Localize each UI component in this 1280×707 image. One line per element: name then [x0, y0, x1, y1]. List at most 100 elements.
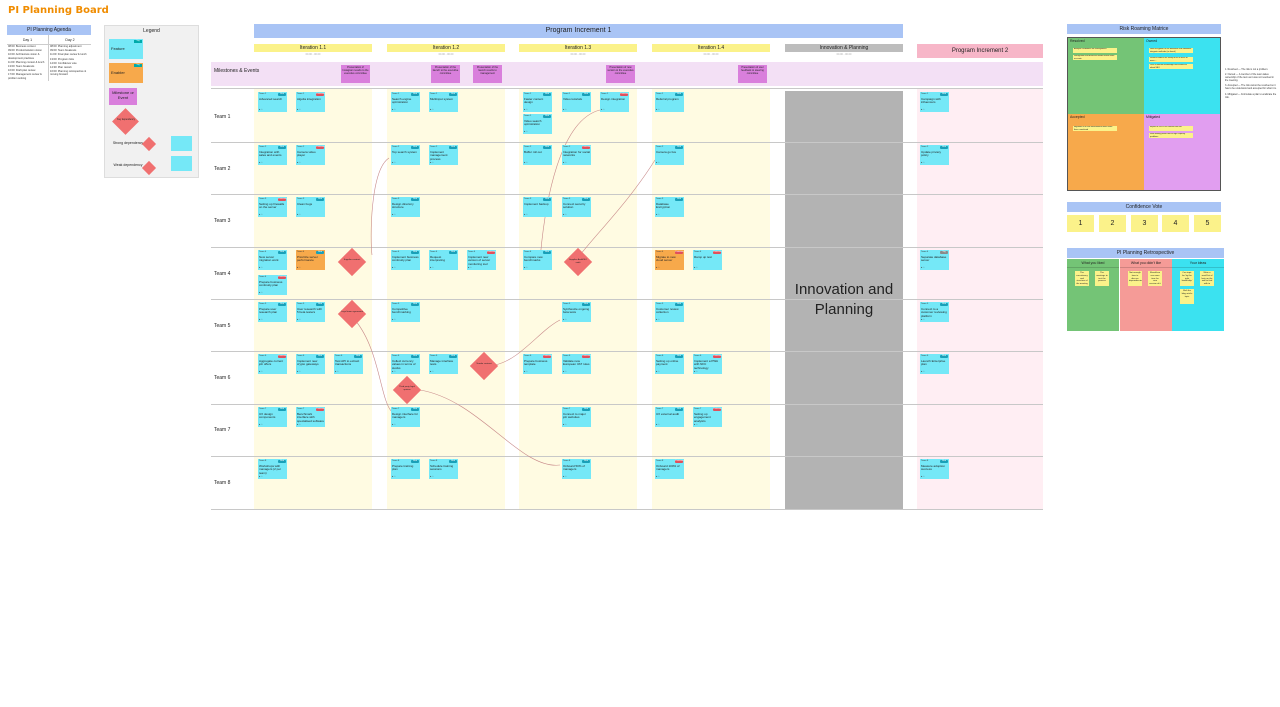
feature-card[interactable]: Team 6 Web Launch Enterprise plan ● ○	[920, 354, 949, 374]
card-info-icon[interactable]: ● ○	[259, 213, 263, 216]
feature-card[interactable]: Team 7 Web UX design components ● ○	[258, 407, 287, 427]
vote-option[interactable]: 1	[1067, 215, 1094, 232]
card-info-icon[interactable]: ● ○	[524, 213, 528, 216]
feature-card[interactable]: Team 3 Web Design directory structure ● ○	[391, 197, 420, 217]
card-info-icon[interactable]: ● ○	[259, 370, 263, 373]
milestone-card[interactable]: Presentation of the launch results to ma…	[473, 65, 502, 83]
card-info-icon[interactable]: ● ○	[297, 213, 301, 216]
card-info-icon[interactable]: ● ○	[921, 370, 925, 373]
feature-card[interactable]: Team 2 Web Update privacy policy ● ○	[920, 145, 949, 165]
card-info-icon[interactable]: ● ○	[524, 266, 528, 269]
feature-card[interactable]: Team 4 Web Request interpreting ● ○	[429, 250, 458, 270]
vote-option[interactable]: 5	[1194, 215, 1221, 232]
feature-card[interactable]: Team 8 Web Schedule training sessions ● ○	[429, 459, 458, 479]
risk-note[interactable]: Lack of internal knowledge and resources…	[1149, 64, 1193, 69]
feature-card[interactable]: Team 4 Web New server migration work ● ○	[258, 250, 287, 270]
risk-note[interactable]: Slow testing phase due to high capacity …	[1149, 133, 1193, 138]
card-info-icon[interactable]: ● ○	[297, 161, 301, 164]
feature-card[interactable]: Team 2 Web Buffer roll out ● ○	[523, 145, 552, 165]
risk-quadrant-accepted[interactable]: Accepted Migration to a new environment …	[1068, 114, 1144, 190]
card-info-icon[interactable]: ● ○	[259, 266, 263, 269]
feature-card[interactable]: Team 4 Web Compare new benchmarks ● ○	[523, 250, 552, 270]
feature-card[interactable]: Team 1 Web Video tutorials ● ○	[562, 92, 591, 112]
feature-card[interactable]: Team 1 Web Video search optimization ● ○	[523, 114, 552, 134]
sticky-note[interactable]: The meetings to test the process	[1095, 271, 1109, 286]
vote-option[interactable]: 3	[1131, 215, 1158, 232]
card-info-icon[interactable]: ● ○	[524, 161, 528, 164]
feature-card[interactable]: Team 1 Web Referral program ● ○	[655, 92, 684, 112]
feature-card[interactable]: Team 3 Customer Setting up firewalls on th…	[258, 197, 287, 217]
card-info-icon[interactable]: ● ○	[524, 130, 528, 133]
card-info-icon[interactable]: ● ○	[694, 370, 698, 373]
card-info-icon[interactable]: ● ○	[259, 318, 263, 321]
milestone-card[interactable]: Presentation of the launch to the execut…	[431, 65, 460, 83]
feature-card[interactable]: Team 5 Web Synthesize ongoing beta tests ● …	[562, 302, 591, 322]
feature-card[interactable]: Team 6 Web Setting up online payment ● ○	[655, 354, 684, 374]
risk-quadrant-owned[interactable]: Owned New encryption of the database and…	[1144, 38, 1220, 114]
risk-note[interactable]: Impact of GDPR on current tool use	[1149, 126, 1193, 131]
card-info-icon[interactable]: ● ○	[563, 370, 567, 373]
card-info-icon[interactable]: ● ○	[259, 475, 263, 478]
card-info-icon[interactable]: ● ○	[563, 475, 567, 478]
feature-card[interactable]: Team 6 Web Implement new crypto gateways ● …	[296, 354, 325, 374]
feature-card[interactable]: Team 5 Web Competitive benchmarking ● ○	[391, 302, 420, 322]
card-info-icon[interactable]: ● ○	[921, 266, 925, 269]
feature-card[interactable]: Team 2 Web Camera go live ● ○	[655, 145, 684, 165]
feature-card[interactable]: Team 1 Web Advanced search ● ○	[258, 92, 287, 112]
card-info-icon[interactable]: ● ○	[563, 161, 567, 164]
feature-card[interactable]: Team 6 Customer Aggregate current job offe…	[258, 354, 287, 374]
feature-card[interactable]: Team 2 Customer Integration for social net…	[562, 145, 591, 165]
risk-quadrant-mitigated[interactable]: Mitigated Impact of GDPR on current tool…	[1144, 114, 1220, 190]
card-info-icon[interactable]: ● ○	[259, 108, 263, 111]
feature-card[interactable]: Team 5 Web Prepare user research plan ● ○	[258, 302, 287, 322]
milestone-card[interactable]: Presentation of user feedback to steerin…	[738, 65, 767, 83]
card-info-icon[interactable]: ● ○	[694, 423, 698, 426]
feature-card[interactable]: Team 4 Customer Migrate to new cloud serve…	[655, 250, 684, 270]
card-info-icon[interactable]: ● ○	[259, 161, 263, 164]
card-info-icon[interactable]: ● ○	[430, 161, 434, 164]
feature-card[interactable]: Team 7 Customer Setting up engagement anal…	[693, 407, 722, 427]
feature-card[interactable]: Team 4 Tag Separate database server ● ○	[920, 250, 949, 270]
feature-card[interactable]: Team 6 Customer Implement a PWA with NFC t…	[693, 354, 722, 374]
sticky-note[interactable]: Shift the blog article topic	[1180, 289, 1194, 304]
legend-milestone-card[interactable]: Milestone or Event	[109, 88, 137, 105]
card-info-icon[interactable]: ● ○	[656, 213, 660, 216]
feature-card[interactable]: Team 7 Customer Benchmark interface with s…	[296, 407, 325, 427]
card-info-icon[interactable]: ● ○	[335, 370, 339, 373]
card-info-icon[interactable]: ● ○	[524, 108, 528, 111]
feature-card[interactable]: Team 5 Web Customer review collection ● ○	[655, 302, 684, 322]
feature-card[interactable]: Team 8 Customer Onboard 100% of managers ● …	[655, 459, 684, 479]
card-info-icon[interactable]: ● ○	[297, 423, 301, 426]
card-info-icon[interactable]: ● ○	[297, 318, 301, 321]
card-info-icon[interactable]: ● ○	[656, 266, 660, 269]
card-info-icon[interactable]: ● ○	[392, 108, 396, 111]
card-info-icon[interactable]: ● ○	[563, 108, 567, 111]
card-info-icon[interactable]: ● ○	[524, 370, 528, 373]
card-info-icon[interactable]: ● ○	[694, 266, 698, 269]
sticky-note[interactable]: Write a small list of bets on the wall t…	[1200, 271, 1214, 286]
feature-card[interactable]: Team 6 Web Test API to extract transaction…	[334, 354, 363, 374]
card-info-icon[interactable]: ● ○	[656, 475, 660, 478]
card-info-icon[interactable]: ● ○	[656, 318, 660, 321]
card-info-icon[interactable]: ● ○	[656, 370, 660, 373]
feature-card[interactable]: Team 4 Web Prioritize server performance ● …	[296, 250, 325, 270]
feature-card[interactable]: Team 2 Customer Camera video player ● ○	[296, 145, 325, 165]
card-info-icon[interactable]: ● ○	[392, 318, 396, 321]
card-info-icon[interactable]: ● ○	[392, 213, 396, 216]
feature-card[interactable]: Team 8 Web Prepare training plan ● ○	[391, 459, 420, 479]
feature-card[interactable]: Team 6 Web Collect currency values in term…	[391, 354, 420, 374]
feature-card[interactable]: Team 4 Customer Ramp up test ● ○	[693, 250, 722, 270]
card-info-icon[interactable]: ● ○	[921, 161, 925, 164]
feature-card[interactable]: Team 7 Web UX external audit ● ○	[655, 407, 684, 427]
feature-card[interactable]: Team 5 Web User research with 5 beta teste…	[296, 302, 325, 322]
feature-card[interactable]: Team 8 Web Workshops with managers (2 per …	[258, 459, 287, 479]
feature-card[interactable]: Team 4 Web Implement business continuity p…	[391, 250, 420, 270]
card-info-icon[interactable]: ● ○	[656, 423, 660, 426]
card-info-icon[interactable]: ● ○	[656, 161, 660, 164]
card-info-icon[interactable]: ● ○	[430, 370, 434, 373]
card-info-icon[interactable]: ● ○	[297, 108, 301, 111]
feature-card[interactable]: Team 3 Web Implement backup ● ○	[523, 197, 552, 217]
sticky-note[interactable]: Not enough time to discuss dependencies	[1128, 271, 1142, 286]
retro-column-liked[interactable]: What you liked The consistency and struc…	[1067, 259, 1119, 331]
milestone-card[interactable]: Presentation of new version to the execu…	[606, 65, 635, 83]
